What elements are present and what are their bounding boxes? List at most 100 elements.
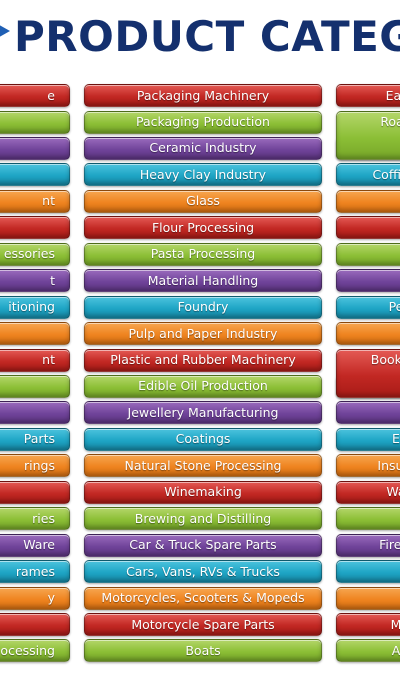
right-category-button[interactable] (336, 322, 400, 345)
category-label: Car & Truck Spare Parts (129, 537, 277, 553)
category-label: Pasta Processing (150, 246, 256, 262)
right-category-button[interactable]: A (336, 639, 400, 663)
category-label: Ceramic Industry (149, 140, 257, 156)
middle-category-button[interactable]: Brewing and Distilling (84, 507, 322, 531)
left-category-button[interactable] (0, 374, 70, 398)
middle-category-button[interactable]: Packaging Machinery (84, 84, 322, 107)
category-label: Road (380, 113, 400, 129)
category-label: nt (42, 352, 55, 367)
middle-category-button[interactable]: Packaging Production (84, 110, 322, 134)
category-label: itioning (8, 299, 55, 315)
category-label: Books, ( (370, 351, 400, 367)
middle-category-button[interactable]: Boats (84, 639, 322, 663)
middle-category-button[interactable]: Flour Processing (84, 216, 322, 240)
right-category-button[interactable] (336, 401, 400, 425)
middle-category-button[interactable]: Material Handling (84, 269, 322, 293)
right-category-button[interactable]: Pe (336, 295, 400, 319)
category-label: Cars, Vans, RVs & Trucks (126, 563, 280, 579)
middle-category-button[interactable]: Pulp and Paper Industry (84, 322, 322, 345)
left-category-button[interactable]: Parts (0, 427, 70, 451)
left-category-button[interactable] (0, 136, 70, 160)
middle-category-button[interactable]: Edible Oil Production (84, 374, 322, 398)
left-category-button[interactable]: ries (0, 507, 70, 531)
left-category-button[interactable]: t (0, 269, 70, 293)
right-category-button[interactable] (336, 586, 400, 610)
right-category-button[interactable] (336, 242, 400, 266)
middle-category-button[interactable]: Glass (84, 189, 322, 213)
middle-category-button[interactable]: Heavy Clay Industry (84, 163, 322, 187)
left-category-button[interactable] (0, 613, 70, 636)
category-label: rings (24, 457, 55, 473)
right-category-button[interactable] (336, 216, 400, 240)
middle-category-button[interactable]: Jewellery Manufacturing (84, 401, 322, 425)
right-category-button[interactable]: Books, ( (336, 348, 400, 398)
category-label: Material Handling (147, 272, 259, 288)
category-label: Insula (377, 457, 400, 473)
left-category-button[interactable] (0, 110, 70, 134)
left-category-button[interactable]: itioning (0, 295, 70, 319)
left-category-button[interactable]: ocessing (0, 639, 70, 663)
right-category-button[interactable]: Fire P (336, 533, 400, 557)
middle-category-button[interactable]: Ceramic Industry (84, 136, 322, 160)
category-label: Wa (386, 484, 400, 500)
right-category-button[interactable]: Ear (336, 84, 400, 107)
category-label: nt (42, 193, 55, 209)
category-label: Brewing and Distilling (134, 510, 272, 526)
category-label: y (47, 590, 55, 605)
arrow-icon (0, 22, 10, 40)
left-category-button[interactable]: nt (0, 189, 70, 213)
right-category-button[interactable]: Coffins/ (336, 163, 400, 187)
category-label: Plastic and Rubber Machinery (110, 352, 296, 367)
category-label: Pe (388, 299, 400, 315)
middle-category-button[interactable]: Pasta Processing (84, 242, 322, 266)
right-category-button[interactable]: Wa (336, 480, 400, 504)
right-category-button[interactable]: E (336, 427, 400, 451)
left-category-button[interactable] (0, 163, 70, 187)
category-label: Coatings (175, 431, 231, 447)
left-category-button[interactable]: nt (0, 348, 70, 372)
category-label: Ear (385, 87, 400, 103)
right-category-button[interactable]: M (336, 613, 400, 636)
category-label: Packaging Production (136, 114, 270, 129)
category-label: Parts (23, 431, 55, 447)
middle-category-button[interactable]: Car & Truck Spare Parts (84, 533, 322, 557)
middle-category-button[interactable]: Natural Stone Processing (84, 454, 322, 478)
middle-category-button[interactable]: Winemaking (84, 480, 322, 504)
category-label: Glass (186, 193, 220, 209)
left-category-button[interactable]: essories (0, 242, 70, 266)
middle-category-button[interactable]: Plastic and Rubber Machinery (84, 348, 322, 372)
category-label: Ware (23, 537, 55, 553)
right-category-button[interactable]: Road (336, 110, 400, 160)
category-label: Boats (185, 642, 221, 658)
right-category-button[interactable] (336, 560, 400, 584)
category-label: rames (15, 563, 55, 579)
category-label: t (50, 272, 55, 288)
category-label: Heavy Clay Industry (139, 166, 267, 182)
left-category-button[interactable]: rames (0, 560, 70, 584)
right-category-button[interactable]: Insula (336, 454, 400, 478)
middle-category-button[interactable]: Motorcycles, Scooters & Mopeds (84, 586, 322, 610)
right-category-button[interactable] (336, 269, 400, 293)
right-category-button[interactable] (336, 507, 400, 531)
right-category-button[interactable] (336, 189, 400, 213)
middle-category-button[interactable]: Motorcycle Spare Parts (84, 613, 322, 636)
category-label: e (47, 87, 55, 103)
page-title: PRODUCT CATEG (14, 12, 400, 61)
left-category-button[interactable]: rings (0, 454, 70, 478)
left-category-button[interactable] (0, 480, 70, 504)
middle-category-button[interactable]: Coatings (84, 427, 322, 451)
category-label: essories (3, 246, 55, 262)
left-category-button[interactable]: y (0, 586, 70, 610)
left-category-button[interactable] (0, 401, 70, 425)
left-category-button[interactable] (0, 216, 70, 240)
left-category-button[interactable]: Ware (0, 533, 70, 557)
left-category-button[interactable] (0, 322, 70, 345)
middle-category-button[interactable]: Cars, Vans, RVs & Trucks (84, 560, 322, 584)
category-label: Pulp and Paper Industry (128, 325, 278, 341)
middle-category-button[interactable]: Foundry (84, 295, 322, 319)
category-label: Packaging Machinery (136, 87, 270, 103)
category-label: Flour Processing (151, 219, 255, 235)
category-label: E (392, 431, 400, 447)
left-category-button[interactable]: e (0, 84, 70, 107)
category-label: Jewellery Manufacturing (127, 404, 279, 420)
